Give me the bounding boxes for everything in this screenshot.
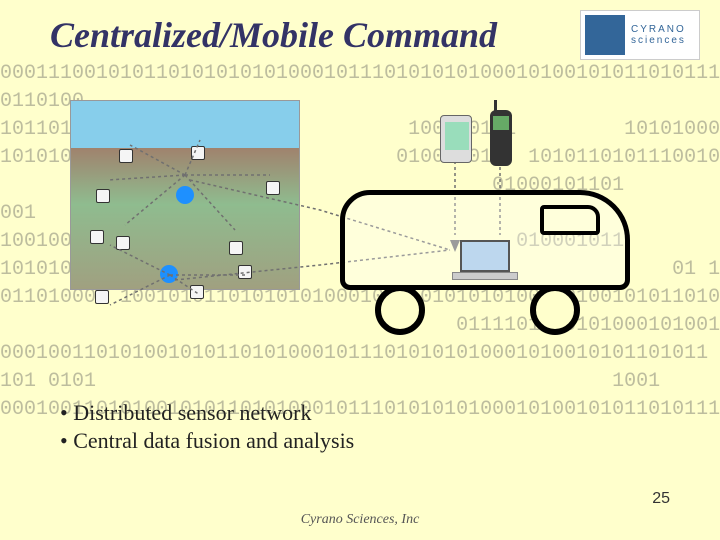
logo-bottom: sciences [631, 35, 686, 46]
footer-company: Cyrano Sciences, Inc [301, 512, 420, 528]
bullet-item: • Central data fusion and analysis [60, 428, 354, 454]
bullet-text: Central data fusion and analysis [73, 428, 354, 453]
pda-icon [440, 115, 472, 163]
logo-square [585, 15, 625, 55]
bullet-text: Distributed sensor network [73, 400, 311, 425]
phone-icon [490, 110, 512, 166]
van-icon [340, 190, 630, 330]
bullet-item: • Distributed sensor network [60, 400, 354, 426]
logo-text-wrap: CYRANO sciences [625, 24, 686, 46]
laptop-icon [450, 240, 520, 285]
diagram [70, 80, 650, 360]
slide-title: Centralized/Mobile Command [50, 14, 497, 56]
wheel-icon [530, 285, 580, 335]
page-number: 25 [652, 490, 670, 508]
bullet-list: • Distributed sensor network • Central d… [60, 400, 354, 456]
van-window [540, 205, 600, 235]
logo: CYRANO sciences [580, 10, 700, 60]
logo-top: CYRANO [631, 24, 686, 35]
wheel-icon [375, 285, 425, 335]
